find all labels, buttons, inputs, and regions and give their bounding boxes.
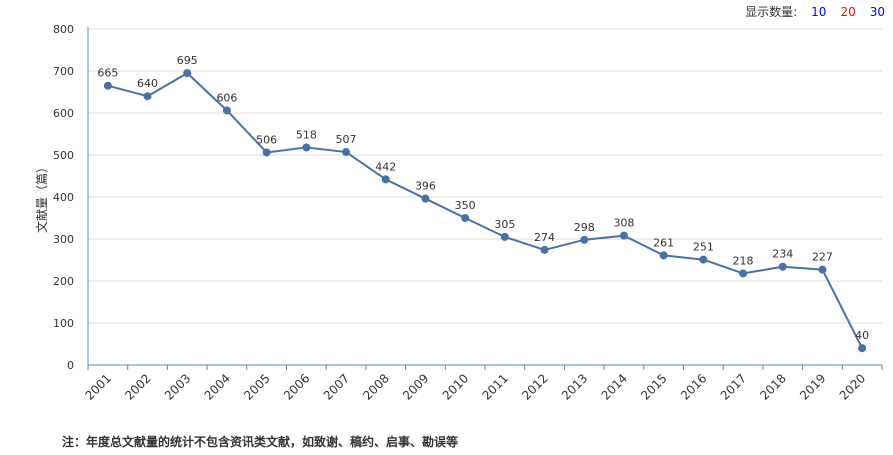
x-tick-label: 2013 xyxy=(559,371,590,402)
x-tick-label: 2002 xyxy=(122,371,153,402)
data-point xyxy=(659,251,668,260)
y-tick-label: 100 xyxy=(53,317,74,330)
data-point xyxy=(778,262,787,271)
data-point xyxy=(580,235,589,244)
y-axis-title: 文献量（篇） xyxy=(34,161,49,233)
data-point xyxy=(818,265,827,274)
y-tick-label: 700 xyxy=(53,65,74,78)
display-count-label: 显示数量: xyxy=(745,5,798,19)
line-chart: 0 100 200 300 400 500 600 700 800 2001 2002 2003 200… xyxy=(34,23,883,403)
data-point xyxy=(461,214,470,222)
display-count-option-10[interactable]: 10 xyxy=(811,4,827,19)
x-tick-label: 2004 xyxy=(202,371,233,402)
data-point xyxy=(858,344,867,353)
x-tick-label: 2017 xyxy=(718,371,749,402)
data-point xyxy=(381,175,390,184)
data-point xyxy=(500,232,509,241)
data-label: 665 xyxy=(97,67,118,80)
y-tick-label: 300 xyxy=(53,233,74,246)
data-label: 261 xyxy=(653,236,674,249)
y-tick-label: 800 xyxy=(53,23,74,36)
data-label: 227 xyxy=(812,251,833,264)
data-point xyxy=(619,231,628,240)
x-tick-label: 2010 xyxy=(440,371,471,402)
data-label: 695 xyxy=(177,54,198,67)
y-tick-label: 200 xyxy=(53,275,74,288)
x-tick-label: 2005 xyxy=(241,371,272,402)
data-label: 442 xyxy=(375,160,396,173)
data-label: 506 xyxy=(256,133,277,146)
x-tick-label: 2008 xyxy=(360,371,391,402)
data-label: 251 xyxy=(693,241,714,254)
data-point xyxy=(262,148,271,157)
data-point xyxy=(342,148,351,157)
data-label: 518 xyxy=(296,128,317,141)
data-label: 40 xyxy=(855,329,869,342)
data-point xyxy=(143,92,152,101)
data-point xyxy=(699,255,708,264)
data-point xyxy=(421,194,430,203)
data-label: 396 xyxy=(415,180,436,193)
y-tick-label: 400 xyxy=(53,191,74,204)
series-line xyxy=(107,72,864,349)
x-tick-label: 2012 xyxy=(519,371,550,402)
data-label: 274 xyxy=(534,231,555,244)
data-point xyxy=(302,143,311,152)
x-tick-label: 2009 xyxy=(400,371,431,402)
x-tick-label: 2014 xyxy=(599,371,630,402)
x-tick-label: 2015 xyxy=(638,371,669,402)
y-tick-label: 500 xyxy=(53,149,74,162)
data-label: 298 xyxy=(574,221,595,234)
x-tick-label: 2007 xyxy=(321,371,352,402)
x-tick-label: 2006 xyxy=(281,371,312,402)
data-point xyxy=(183,69,192,78)
data-label: 308 xyxy=(613,217,634,230)
display-count-selector: 显示数量: 10 20 30 xyxy=(745,3,885,20)
data-point xyxy=(222,106,231,115)
x-tick-label: 2001 xyxy=(82,371,113,402)
x-tick-label: 2018 xyxy=(757,371,788,402)
display-count-option-30[interactable]: 30 xyxy=(869,4,885,19)
y-tick-label: 600 xyxy=(53,107,74,120)
data-label: 305 xyxy=(494,218,515,231)
data-label: 234 xyxy=(772,248,793,261)
y-tick-label: 0 xyxy=(67,359,74,372)
data-label: 606 xyxy=(216,91,237,104)
data-point xyxy=(103,81,112,90)
x-tick-label: 2003 xyxy=(162,371,193,402)
data-point xyxy=(739,269,748,278)
x-tick-label: 2011 xyxy=(479,371,510,402)
x-tick-label: 2016 xyxy=(678,371,709,402)
display-count-option-20[interactable]: 20 xyxy=(840,4,856,19)
data-label: 350 xyxy=(455,199,476,212)
footnote: 注：年度总文献量的统计不包含资讯类文献，如致谢、稿约、启事、勘误等 xyxy=(62,435,459,449)
x-tick-label: 2020 xyxy=(837,371,868,402)
data-label: 640 xyxy=(137,77,158,90)
data-label: 218 xyxy=(733,254,754,267)
data-label: 507 xyxy=(336,133,357,146)
x-tick-label: 2019 xyxy=(797,371,828,402)
data-point xyxy=(540,245,549,254)
